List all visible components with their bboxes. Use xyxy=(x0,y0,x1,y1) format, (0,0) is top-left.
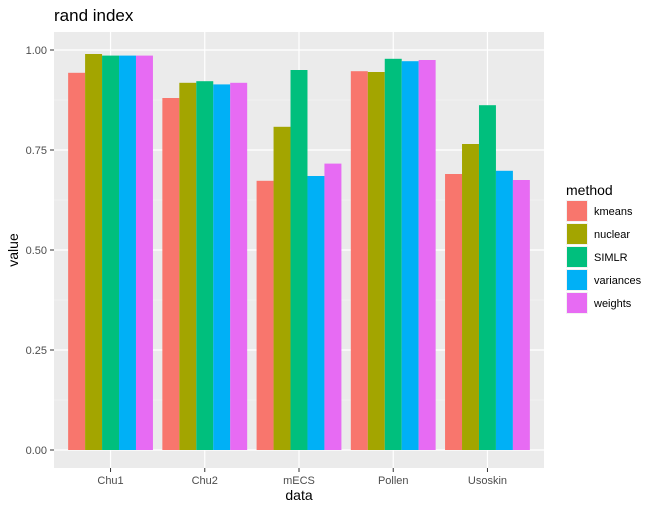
bar-weights-chu2 xyxy=(230,82,248,451)
x-tick-label: mECS xyxy=(283,475,315,487)
bar-variances-chu1 xyxy=(119,55,136,450)
bar-weights-mecs xyxy=(324,163,342,450)
bar-nuclear-usoskin xyxy=(462,144,479,450)
y-tick-label: 0.00 xyxy=(26,445,47,457)
bar-variances-pollen xyxy=(401,61,419,450)
bar-kmeans-chu1 xyxy=(68,72,86,451)
bar-variances-chu2 xyxy=(213,84,231,451)
bar-simlr-pollen xyxy=(384,58,402,451)
y-axis: 0.00 0.25 0.50 0.75 1.00 xyxy=(26,45,54,457)
bar-simlr-chu2 xyxy=(196,81,214,450)
y-tick-label: 0.50 xyxy=(26,245,47,257)
bar-nuclear-pollen xyxy=(367,72,385,450)
x-tick-label: Chu1 xyxy=(97,475,123,487)
x-axis-title: data xyxy=(285,487,312,503)
bar-kmeans-usoskin xyxy=(445,174,463,450)
y-tick-label: 1.00 xyxy=(26,45,47,57)
bar-weights-chu1 xyxy=(135,55,153,450)
y-tick-label: 0.25 xyxy=(26,345,47,357)
legend-title: method xyxy=(566,182,613,198)
chart-title: rand index xyxy=(54,6,134,25)
x-tick-label: Chu2 xyxy=(192,475,218,487)
y-tick-label: 0.75 xyxy=(26,145,47,157)
bar-nuclear-mecs xyxy=(273,126,291,451)
bar-kmeans-mecs xyxy=(256,180,274,451)
bar-kmeans-pollen xyxy=(350,71,368,450)
legend-swatch-variances xyxy=(567,270,587,290)
bar-simlr-mecs xyxy=(290,70,308,450)
y-axis-title: value xyxy=(5,233,21,267)
bar-nuclear-chu1 xyxy=(85,54,103,450)
bar-simlr-chu1 xyxy=(102,55,120,450)
legend-label: variances xyxy=(594,275,642,287)
x-tick-label: Pollen xyxy=(378,475,409,487)
legend-swatch-simlr xyxy=(567,247,587,267)
bars xyxy=(68,54,530,451)
bar-simlr-usoskin xyxy=(478,105,496,450)
legend-swatch-kmeans xyxy=(567,201,587,221)
legend-swatch-weights xyxy=(567,293,587,313)
bar-nuclear-chu2 xyxy=(179,82,197,451)
bar-weights-pollen xyxy=(418,60,436,450)
bar-kmeans-chu2 xyxy=(162,98,180,450)
legend-swatch-nuclear xyxy=(567,224,587,244)
bar-variances-usoskin xyxy=(495,170,513,451)
legend: method kmeans nuclear SIMLR variances weight… xyxy=(566,182,642,314)
x-tick-label: Usoskin xyxy=(468,475,507,487)
x-axis: Chu1 Chu2 mECS Pollen Usoskin xyxy=(97,468,507,487)
bar-weights-usoskin xyxy=(512,180,530,450)
bar-variances-mecs xyxy=(307,176,325,450)
legend-label: SIMLR xyxy=(594,252,628,264)
legend-label: nuclear xyxy=(594,229,630,241)
legend-label: kmeans xyxy=(594,206,633,218)
legend-label: weights xyxy=(593,298,632,310)
